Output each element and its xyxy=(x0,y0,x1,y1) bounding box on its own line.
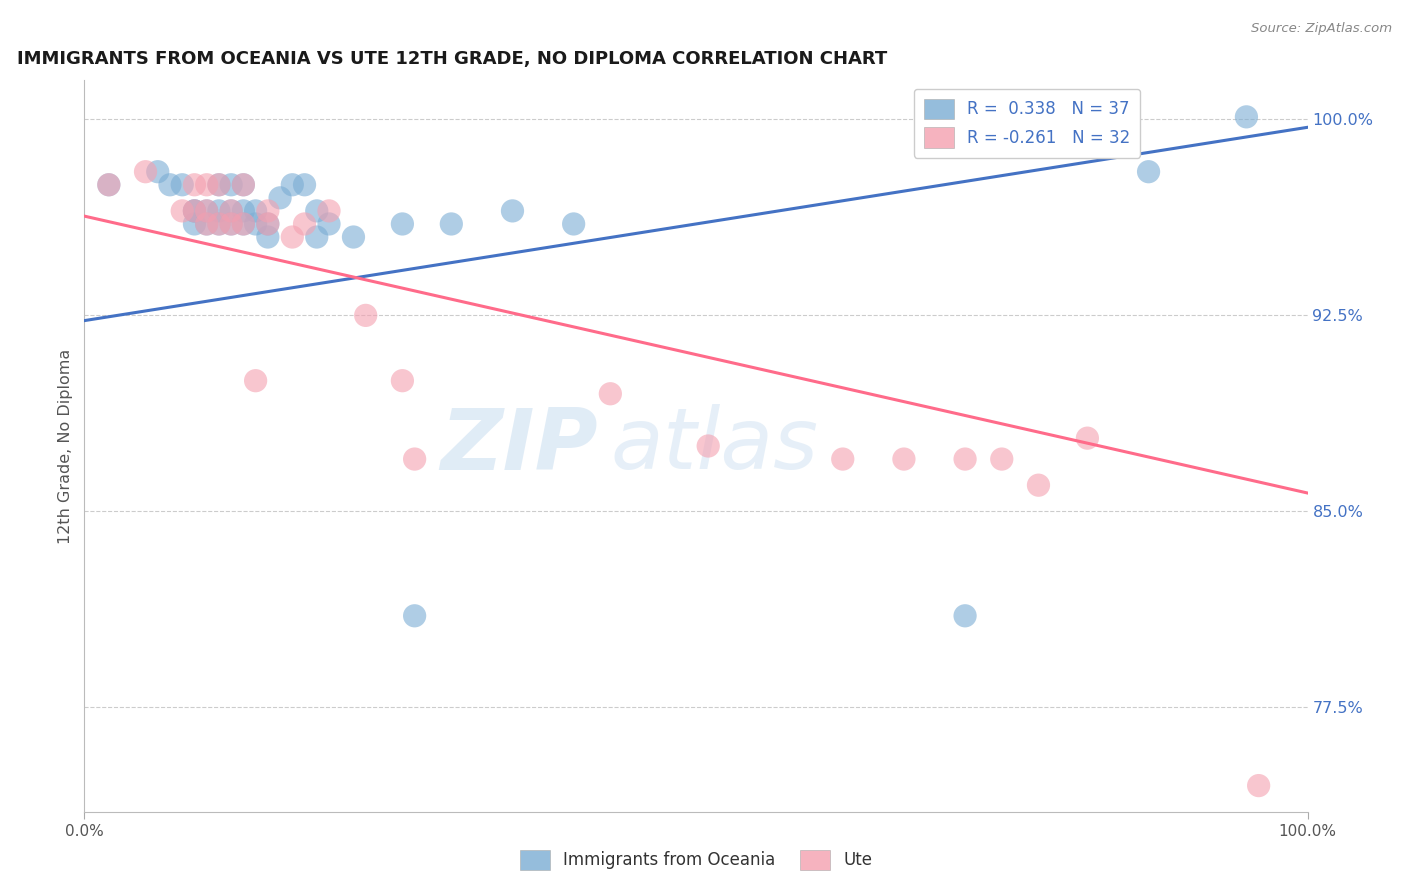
Text: Source: ZipAtlas.com: Source: ZipAtlas.com xyxy=(1251,22,1392,36)
Point xyxy=(257,230,280,244)
Point xyxy=(172,203,194,218)
Point xyxy=(281,230,304,244)
Point xyxy=(195,178,218,192)
Point xyxy=(404,608,426,623)
Point xyxy=(391,217,413,231)
Point xyxy=(599,386,621,401)
Point xyxy=(146,164,169,178)
Point xyxy=(208,178,231,192)
Point xyxy=(893,452,915,467)
Point xyxy=(232,178,254,192)
Point xyxy=(195,203,218,218)
Point xyxy=(991,452,1014,467)
Point xyxy=(232,217,254,231)
Point xyxy=(440,217,463,231)
Point xyxy=(245,217,267,231)
Point xyxy=(219,178,242,192)
Point xyxy=(294,217,316,231)
Point xyxy=(232,217,254,231)
Point xyxy=(257,217,280,231)
Point xyxy=(219,217,242,231)
Text: atlas: atlas xyxy=(610,404,818,488)
Point xyxy=(269,191,291,205)
Point xyxy=(1247,779,1270,793)
Point xyxy=(232,203,254,218)
Point xyxy=(232,178,254,192)
Y-axis label: 12th Grade, No Diploma: 12th Grade, No Diploma xyxy=(58,349,73,543)
Point xyxy=(159,178,181,192)
Point xyxy=(245,203,267,218)
Point xyxy=(697,439,720,453)
Point xyxy=(953,608,976,623)
Point xyxy=(208,217,231,231)
Point xyxy=(219,203,242,218)
Point xyxy=(208,203,231,218)
Point xyxy=(257,217,280,231)
Point xyxy=(305,230,328,244)
Point xyxy=(183,178,205,192)
Point xyxy=(208,178,231,192)
Point xyxy=(208,217,231,231)
Point xyxy=(354,309,377,323)
Point xyxy=(97,178,120,192)
Point xyxy=(183,217,205,231)
Point xyxy=(245,374,267,388)
Point xyxy=(294,178,316,192)
Point xyxy=(183,203,205,218)
Point xyxy=(1236,110,1258,124)
Point xyxy=(562,217,585,231)
Point xyxy=(281,178,304,192)
Legend: Immigrants from Oceania, Ute: Immigrants from Oceania, Ute xyxy=(513,843,879,877)
Point xyxy=(502,203,524,218)
Point xyxy=(183,203,205,218)
Text: IMMIGRANTS FROM OCEANIA VS UTE 12TH GRADE, NO DIPLOMA CORRELATION CHART: IMMIGRANTS FROM OCEANIA VS UTE 12TH GRAD… xyxy=(17,50,887,68)
Point xyxy=(219,203,242,218)
Point xyxy=(305,203,328,218)
Point xyxy=(172,178,194,192)
Point xyxy=(257,203,280,218)
Point xyxy=(195,203,218,218)
Point xyxy=(195,217,218,231)
Point xyxy=(1076,431,1098,445)
Point xyxy=(219,217,242,231)
Point xyxy=(404,452,426,467)
Point xyxy=(183,203,205,218)
Point xyxy=(1028,478,1050,492)
Point xyxy=(953,452,976,467)
Point xyxy=(318,217,340,231)
Point xyxy=(1137,164,1160,178)
Point xyxy=(391,374,413,388)
Point xyxy=(831,452,853,467)
Text: ZIP: ZIP xyxy=(440,404,598,488)
Point xyxy=(135,164,157,178)
Point xyxy=(318,203,340,218)
Point xyxy=(97,178,120,192)
Point xyxy=(342,230,364,244)
Point xyxy=(195,217,218,231)
